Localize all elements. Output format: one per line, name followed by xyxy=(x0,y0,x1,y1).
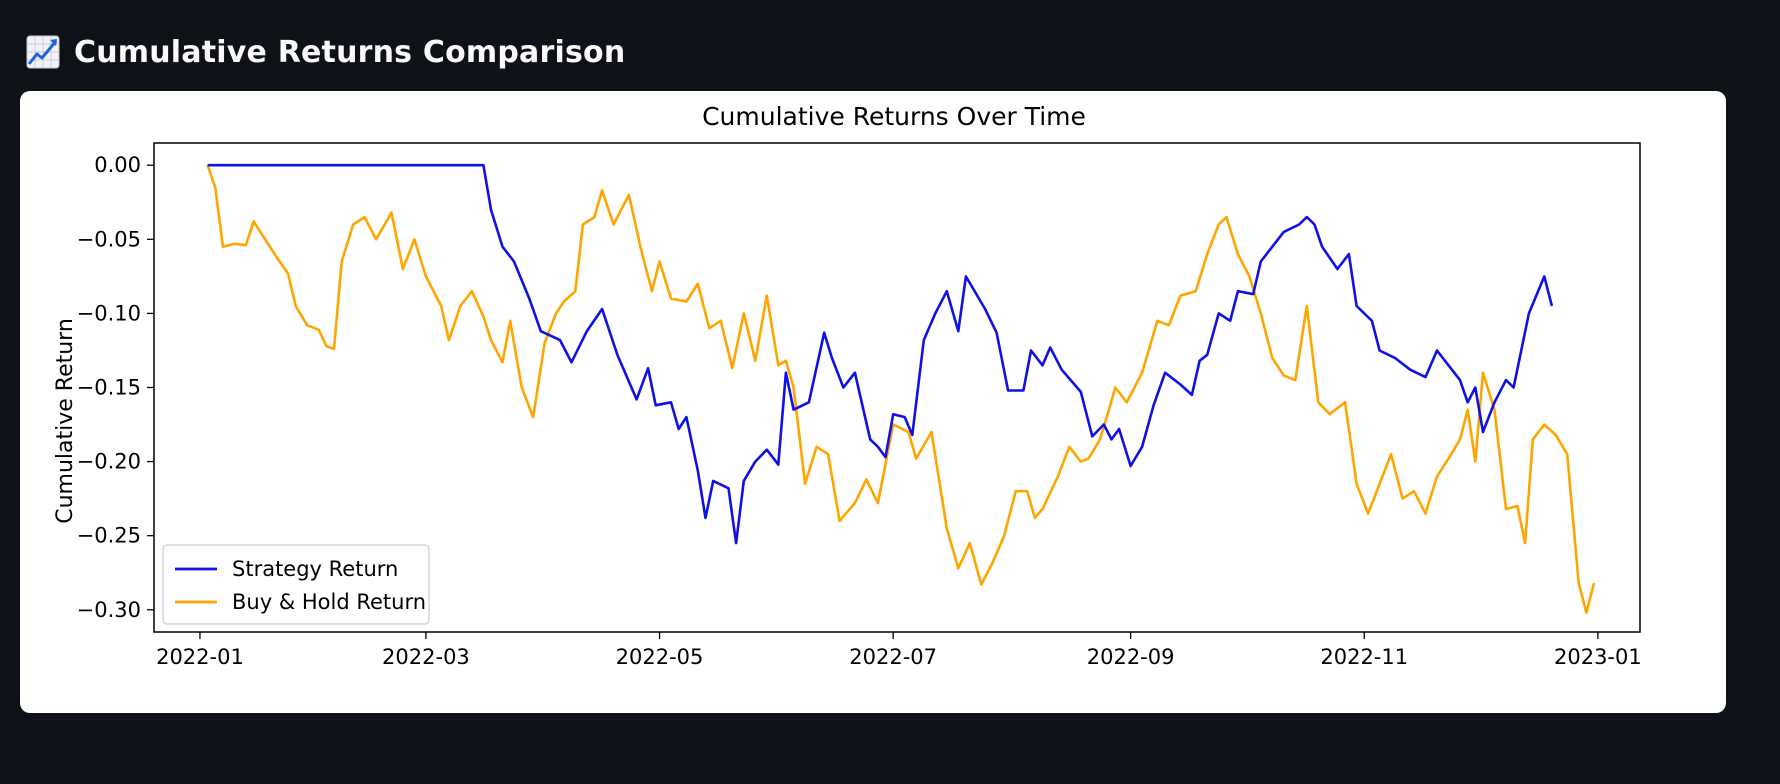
series-line-buy-hold xyxy=(206,164,1596,615)
series-line-strategy xyxy=(207,163,1554,545)
x-tick-label: 2022-09 xyxy=(1087,645,1175,669)
chart-increasing-icon xyxy=(26,35,60,69)
y-tick-label: 0.00 xyxy=(94,153,141,177)
plot-frame xyxy=(153,142,1641,633)
x-tick-label: 2022-03 xyxy=(382,645,470,669)
x-tick-label: 2022-11 xyxy=(1320,645,1408,669)
legend-box xyxy=(162,544,430,625)
y-tick-label: −0.05 xyxy=(77,227,141,251)
cumulative-returns-chart: Cumulative Returns Over Time Cumulative … xyxy=(53,102,1642,669)
legend-label: Buy & Hold Return xyxy=(232,590,426,614)
x-tick-label: 2022-07 xyxy=(849,645,937,669)
x-tick-label: 2023-01 xyxy=(1554,645,1642,669)
x-tick-label: 2022-01 xyxy=(156,645,244,669)
axis-ticks: 2022-01 2022-03 2022-05 2022-07 2022-09 2022-… xyxy=(77,153,1642,669)
chart-card: Cumulative Returns Over Time Cumulative … xyxy=(20,91,1726,713)
legend-label: Strategy Return xyxy=(232,557,398,581)
y-tick-label: −0.15 xyxy=(77,376,141,400)
legend: Strategy Return Buy & Hold Return xyxy=(162,544,430,625)
y-axis-label: Cumulative Return xyxy=(53,318,78,524)
series-lines xyxy=(206,163,1596,615)
section-header: Cumulative Returns Comparison xyxy=(26,30,625,74)
page-title: Cumulative Returns Comparison xyxy=(74,34,626,70)
y-tick-label: −0.30 xyxy=(77,598,141,622)
y-tick-label: −0.20 xyxy=(77,450,141,474)
x-tick-label: 2022-05 xyxy=(616,645,704,669)
chart-title: Cumulative Returns Over Time xyxy=(702,102,1086,131)
y-tick-label: −0.10 xyxy=(77,301,141,325)
y-tick-label: −0.25 xyxy=(77,524,141,548)
